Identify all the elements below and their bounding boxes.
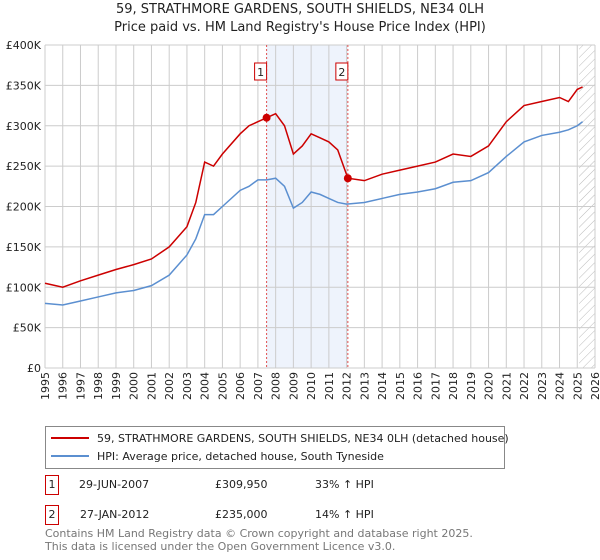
transaction-date: 29-JUN-2007 (79, 478, 150, 491)
chart-plot: 1995 1996 1997 1998 1999 2000 2001 2002 2003 2004… (6, 39, 600, 400)
x-tick-label: 2020 (483, 372, 496, 400)
x-tick-label: 2001 (145, 372, 158, 400)
y-tick-label: £400K (6, 39, 42, 52)
x-tick-label: 2025 (571, 372, 584, 400)
transaction-badge: 2 (45, 505, 59, 525)
x-tick-label: 2010 (305, 372, 318, 400)
y-tick-label: £100K (6, 281, 42, 294)
sale-badge (335, 62, 349, 81)
x-tick-label: 2021 (500, 372, 513, 400)
chart-subtitle: Price paid vs. HM Land Registry's House … (114, 20, 486, 35)
transaction-hpi: 33% ↑ HPI (315, 478, 374, 491)
red-line-swatch (51, 437, 89, 439)
x-tick-label: 2000 (128, 372, 141, 400)
series-line (44, 86, 583, 289)
y-tick-label: £300K (6, 120, 42, 133)
x-tick-label: 2009 (287, 372, 300, 400)
x-tick-label: 1997 (74, 372, 87, 400)
x-tick-label: 1998 (92, 372, 105, 400)
transaction-price: £235,000 (215, 508, 268, 521)
x-tick-label: 2015 (394, 372, 407, 400)
x-tick-label: 1995 (39, 372, 52, 400)
sale-point (262, 113, 271, 122)
x-tick-label: 2023 (536, 372, 549, 400)
x-tick-label: 2026 (589, 372, 600, 400)
y-tick-label: £200K (6, 201, 42, 214)
transaction-row: 1 29-JUN-2007 £309,950 33% ↑ HPI (45, 475, 445, 495)
x-tick-label: 2004 (199, 372, 212, 400)
transaction-date: 27-JAN-2012 (80, 508, 150, 521)
y-tick-label: £350K (6, 79, 42, 92)
legend-label: 59, STRATHMORE GARDENS, SOUTH SHIELDS, N… (97, 431, 509, 445)
y-tick-label: £250K (6, 160, 42, 173)
sale-point (343, 174, 352, 183)
x-tick-label: 1996 (57, 372, 70, 400)
x-tick-label: 2005 (216, 372, 229, 400)
footer-copyright: Contains HM Land Registry data © Crown c… (45, 527, 473, 540)
x-tick-label: 2018 (447, 372, 460, 400)
chart-title: 59, STRATHMORE GARDENS, SOUTH SHIELDS, N… (116, 2, 484, 17)
sale-badge-label: 2 (338, 66, 345, 79)
x-tick-label: 1999 (110, 372, 123, 400)
y-tick-label: £150K (6, 241, 42, 254)
blue-line-swatch (51, 455, 89, 457)
x-tick-label: 2003 (181, 372, 194, 400)
legend-item-property: 59, STRATHMORE GARDENS, SOUTH SHIELDS, N… (51, 430, 509, 446)
x-tick-label: 2006 (234, 372, 247, 400)
legend-label: HPI: Average price, detached house, Sout… (97, 449, 384, 463)
x-tick-label: 2012 (341, 372, 354, 400)
legend: 59, STRATHMORE GARDENS, SOUTH SHIELDS, N… (45, 426, 509, 469)
footer-licence: This data is licensed under the Open Gov… (45, 540, 396, 553)
transaction-row: 2 27-JAN-2012 £235,000 14% ↑ HPI (45, 505, 445, 525)
sale-badge-label: 1 (257, 66, 264, 79)
x-tick-label: 2007 (252, 372, 265, 400)
x-tick-label: 2008 (270, 372, 283, 400)
x-tick-label: 2024 (554, 372, 567, 400)
series-line (44, 121, 584, 306)
transaction-hpi: 14% ↑ HPI (315, 508, 374, 521)
x-tick-label: 2022 (518, 372, 531, 400)
x-tick-label: 2016 (412, 372, 425, 400)
x-tick-label: 2002 (163, 372, 176, 400)
transaction-badge: 1 (45, 475, 59, 495)
x-tick-label: 2011 (323, 372, 336, 400)
legend-item-hpi: HPI: Average price, detached house, Sout… (51, 448, 384, 464)
y-tick-label: £50K (13, 322, 42, 335)
transaction-price: £309,950 (215, 478, 268, 491)
y-tick-label: £0 (27, 362, 41, 375)
sale-badge (254, 62, 268, 81)
x-tick-label: 2013 (358, 372, 371, 400)
x-tick-label: 2014 (376, 372, 389, 400)
footer: Contains HM Land Registry data © Crown c… (45, 527, 473, 553)
x-tick-label: 2017 (429, 372, 442, 400)
x-tick-label: 2019 (465, 372, 478, 400)
